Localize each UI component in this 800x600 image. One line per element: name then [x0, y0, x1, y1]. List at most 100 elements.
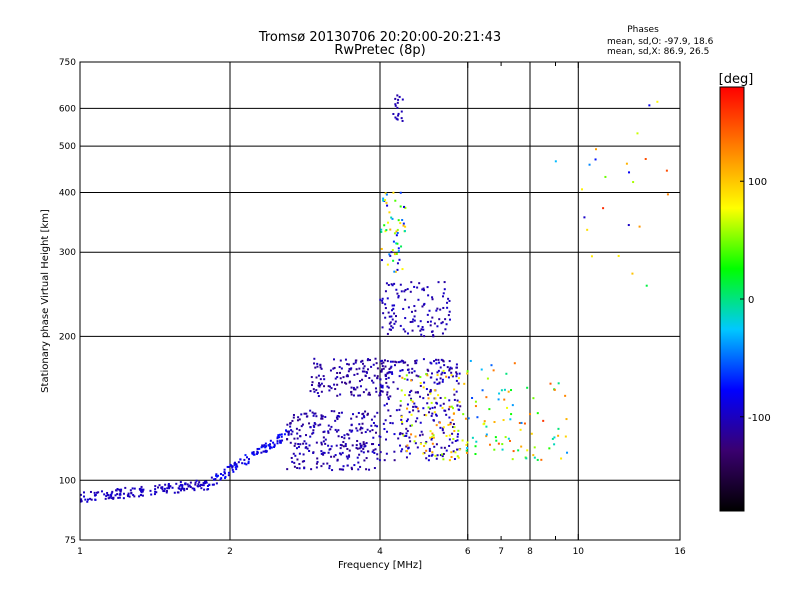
data-point — [439, 426, 442, 429]
data-point — [293, 444, 296, 447]
data-point — [439, 308, 442, 311]
data-point — [497, 398, 500, 401]
data-point — [315, 415, 318, 418]
data-point — [261, 444, 264, 447]
data-point — [376, 377, 379, 380]
data-point — [82, 491, 85, 494]
data-point — [426, 374, 429, 377]
data-point — [551, 437, 554, 440]
data-point — [454, 440, 457, 443]
data-point — [510, 389, 513, 392]
data-point — [656, 100, 659, 103]
data-point — [317, 395, 320, 398]
data-point — [194, 481, 197, 484]
data-point — [450, 367, 453, 370]
data-point — [505, 372, 508, 375]
data-point — [319, 364, 322, 367]
data-point — [536, 458, 539, 461]
data-point — [141, 490, 144, 493]
data-point — [474, 400, 477, 403]
data-point — [394, 97, 397, 100]
data-point — [129, 489, 132, 492]
data-point — [361, 370, 364, 373]
data-point — [312, 414, 315, 417]
data-point — [303, 460, 306, 463]
data-point — [286, 438, 289, 441]
data-point — [401, 432, 404, 435]
data-point — [393, 232, 396, 235]
data-point — [507, 437, 510, 440]
data-point — [393, 304, 396, 307]
data-point — [413, 315, 416, 318]
data-point — [320, 450, 323, 453]
data-point — [306, 415, 309, 418]
data-point — [391, 284, 394, 287]
data-point — [340, 436, 343, 439]
data-point — [384, 316, 387, 319]
data-point — [439, 366, 442, 369]
data-point — [317, 424, 320, 427]
data-point — [362, 367, 365, 370]
data-point — [361, 427, 364, 430]
data-point — [513, 362, 516, 365]
y-tick-label-5: 500 — [59, 142, 76, 152]
data-point — [411, 367, 414, 370]
data-point — [163, 487, 166, 490]
data-point — [636, 132, 639, 135]
data-point — [492, 369, 495, 372]
data-point — [438, 318, 441, 321]
data-point — [313, 390, 316, 393]
data-point — [435, 443, 438, 446]
data-point — [234, 466, 237, 469]
data-point — [289, 425, 292, 428]
data-point — [364, 445, 367, 448]
data-point — [335, 444, 338, 447]
data-point — [120, 488, 123, 491]
data-point — [390, 325, 393, 328]
data-point — [357, 461, 360, 464]
data-point — [118, 496, 121, 499]
data-point — [511, 404, 514, 407]
data-point — [464, 417, 467, 420]
data-point — [493, 421, 496, 424]
data-point — [269, 447, 272, 450]
data-point — [333, 455, 336, 458]
data-point — [368, 393, 371, 396]
data-point — [387, 386, 390, 389]
data-point — [327, 430, 330, 433]
data-point — [445, 449, 448, 452]
data-point — [363, 445, 366, 448]
data-point — [201, 484, 204, 487]
data-point — [452, 423, 455, 426]
data-point — [386, 391, 389, 394]
data-point — [456, 455, 459, 458]
data-point — [401, 98, 404, 101]
data-point — [422, 397, 425, 400]
data-point — [448, 434, 451, 437]
data-point — [427, 393, 430, 396]
data-point — [320, 414, 323, 417]
data-point — [444, 409, 447, 412]
data-point — [564, 435, 567, 438]
data-point — [423, 451, 426, 454]
data-point — [389, 254, 392, 257]
data-point — [379, 435, 382, 438]
data-point — [328, 467, 331, 470]
data-point — [443, 446, 446, 449]
data-point — [394, 104, 397, 107]
data-point — [401, 268, 404, 271]
data-point — [384, 199, 387, 202]
data-point — [333, 383, 336, 386]
data-point — [308, 444, 311, 447]
data-point — [466, 447, 469, 450]
data-point — [433, 381, 436, 384]
data-point — [542, 419, 545, 422]
data-point — [405, 435, 408, 438]
data-point — [440, 446, 443, 449]
data-point — [378, 459, 381, 462]
data-point — [346, 375, 349, 378]
data-point — [232, 470, 235, 473]
data-point — [520, 445, 523, 448]
data-point — [383, 428, 386, 431]
data-point — [449, 421, 452, 424]
